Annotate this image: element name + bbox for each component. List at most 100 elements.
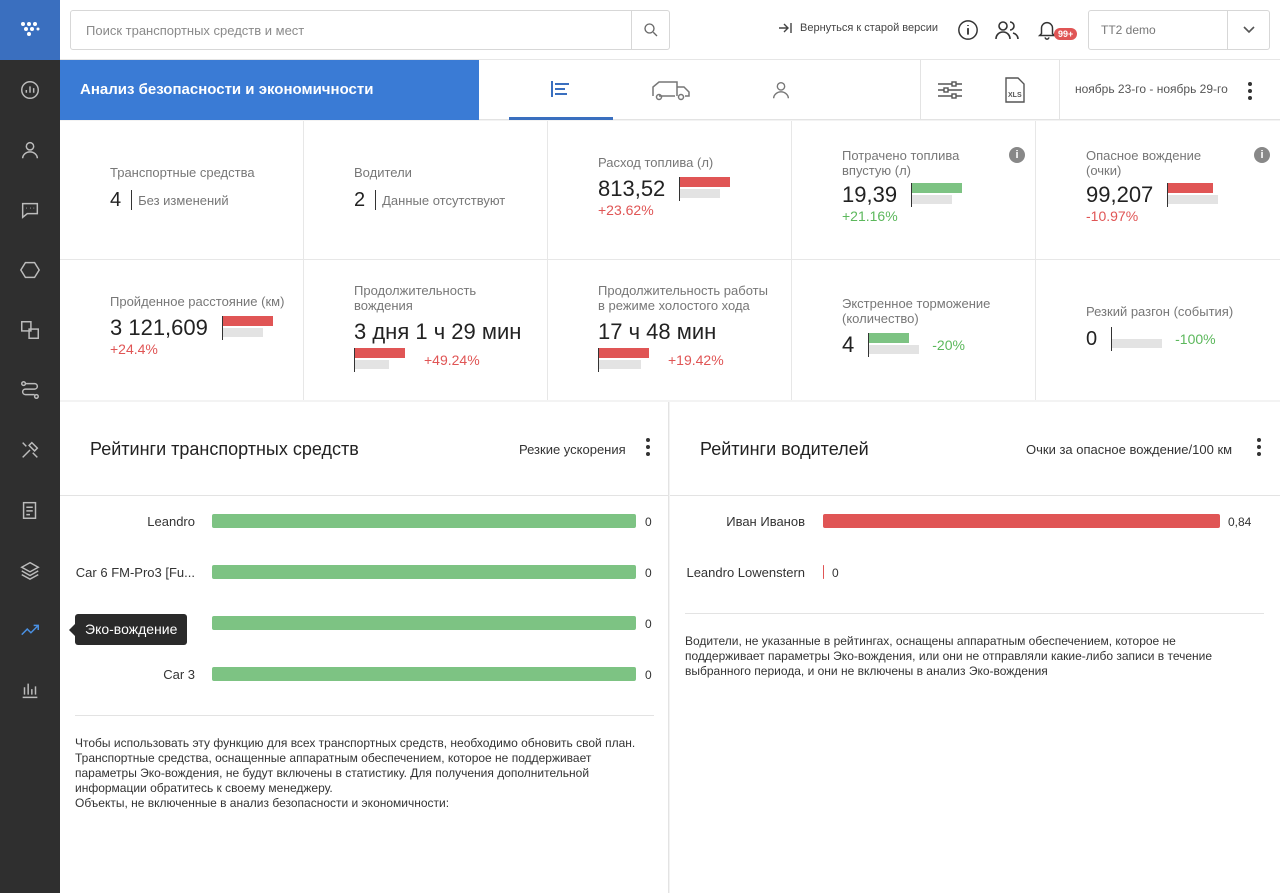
kpi-label: Транспортные средства [110,165,255,180]
search-input[interactable] [71,11,631,49]
sidebar-item-reports[interactable] [0,480,60,540]
vehicle-ratings-panel: Рейтинги транспортных средств Резкие уск… [60,402,669,893]
rank-value: 0,84 [1228,515,1252,529]
tab-vehicles[interactable] [619,60,723,120]
sidebar-item-statistics[interactable] [0,660,60,720]
date-range[interactable]: ноябрь 23-го - ноябрь 29-го [1075,82,1228,96]
page-title: Анализ безопасности и экономичности [60,60,479,120]
rank-bar [823,565,824,579]
users-icon [995,21,1019,40]
rank-label[interactable]: Иван Иванов [726,514,805,529]
info-icon [958,20,978,40]
sidebar-tooltip: Эко-вождение [68,614,188,645]
rank-bar [212,616,636,630]
search-button[interactable] [631,11,669,49]
metric-select[interactable]: Очки за опасное вождение/100 км [1026,442,1233,457]
footer-note: Водители, не указанные в рейтингах, осна… [685,634,1213,678]
rank-bar [212,565,636,579]
kpi-value: 813,52 [598,176,666,201]
search-icon [643,23,657,37]
rank-value: 0 [645,515,652,529]
arrow-right-bar-icon [779,23,792,33]
rank-value: 0 [645,566,652,580]
kpi-drivers: Водители 2 Данные отсутствуют [304,121,548,260]
kpi-value: 2 [354,190,377,210]
chevron-down-icon [1242,26,1255,34]
panel-menu-button[interactable] [646,438,650,456]
rank-bar [823,514,1220,528]
account-select[interactable]: TT2 demo [1088,10,1270,50]
layers-icon [20,561,40,581]
sidebar-item-drivers[interactable] [0,120,60,180]
kpi-note: Данные отсутствуют [382,192,506,208]
kpi-note: Без изменений [138,192,229,208]
places-icon [21,321,39,339]
metric-select[interactable]: Резкие ускорения [519,442,626,457]
kpi-label: Продолжительность работы в режиме холост… [598,283,768,313]
sidebar-item-routes[interactable] [0,360,60,420]
kpi-delta: +49.24% [424,352,480,368]
kpi-compare-bars [1111,327,1163,351]
rank-value: 0 [645,668,652,682]
kpi-hard-braking: Экстренное торможение (количество) 4 -20… [792,260,1036,400]
kpi-driving-duration: Продолжительность вождения 3 дня 1 ч 29 … [304,260,548,400]
tools-icon [22,441,39,458]
sidebar-item-maintenance[interactable] [0,420,60,480]
sliders-icon [938,81,962,99]
kpi-label: Продолжительность вождения [354,283,477,313]
kpi-idle-duration: Продолжительность работы в режиме холост… [548,260,792,400]
kpi-delta: -100% [1175,331,1216,347]
footer-note-excluded: Объекты, не включенные в анализ безопасн… [75,796,450,810]
kpi-compare-bars [598,348,658,372]
kpi-value: 4 [110,190,133,210]
kpi-value: 99,207 [1086,182,1154,207]
sidebar-item-geofences[interactable] [0,240,60,300]
account-dropdown-toggle[interactable] [1227,11,1269,49]
info-icon[interactable]: i [1254,147,1270,163]
kpi-value: 0 [1086,327,1098,350]
kpi-delta: -10.97% [1086,208,1139,224]
sidebar-item-eco-driving[interactable] [0,600,60,660]
rank-label[interactable]: Car 6 FM-Pro3 [Fu... [75,565,195,580]
kpi-delta: +19.42% [668,352,724,368]
old-version-link[interactable]: Вернуться к старой версии [778,22,938,34]
kpi-wasted-fuel: Потрачено топлива впустую (л) 19,39 +21.… [792,121,1036,260]
panel-title: Рейтинги водителей [700,439,869,459]
rank-label[interactable]: Leandro [147,514,195,529]
filter-button[interactable] [925,60,975,120]
kpi-delta: +24.4% [110,341,158,357]
kpi-compare-bars [868,333,920,357]
sidebar-item-layers[interactable] [0,540,60,600]
trend-icon [21,624,39,636]
sidebar-item-dashboard[interactable] [0,60,60,120]
info-button[interactable] [955,17,981,43]
rank-label[interactable]: Leandro Lowenstern [686,565,805,580]
kpi-label: Экстренное торможение (количество) [842,296,991,326]
users-button[interactable] [994,17,1020,43]
info-icon[interactable]: i [1009,147,1025,163]
kpi-grid: Транспортные средства 4 Без изменений Во… [60,121,1280,400]
reports-icon [22,501,37,519]
sidebar [0,0,60,893]
more-options-button[interactable] [1248,82,1252,100]
panel-menu-button[interactable] [1257,438,1261,456]
export-xls-button[interactable]: XLS [990,60,1040,120]
sidebar-item-places[interactable] [0,300,60,360]
tab-drivers[interactable] [729,60,833,120]
logo-icon [21,22,40,36]
kpi-label: Пройденное расстояние (км) [110,294,285,309]
rank-label[interactable]: Car 3 [163,667,195,682]
kpi-value: 4 [842,332,855,357]
app-logo[interactable] [0,0,60,60]
kpi-fuel-consumption: Расход топлива (л) 813,52 +23.62% [548,121,792,260]
tab-overview[interactable] [509,60,613,120]
notification-badge: 99+ [1054,28,1078,40]
kpi-harsh-acceleration: Резкий разгон (события) 0 -100% [1036,260,1280,400]
search-box [70,10,670,50]
kpi-compare-bars [354,348,414,372]
kpi-compare-bars [1167,183,1227,207]
notifications-button[interactable] [1034,17,1060,43]
kpi-delta: -20% [932,337,965,353]
sidebar-item-messages[interactable] [0,180,60,240]
sub-header: Анализ безопасности и экономичности XLS … [60,60,1280,120]
